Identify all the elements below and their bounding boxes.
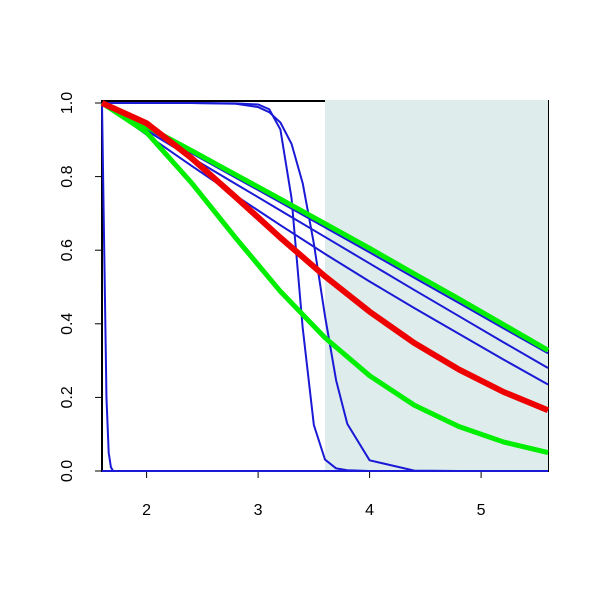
x-tick-label: 4 [365,502,374,519]
curve [101,102,548,472]
y-tick-label: 0.8 [59,165,76,187]
x-tick-label: 2 [142,502,151,519]
curve [100,100,549,456]
curve [100,100,550,353]
curve [100,100,550,414]
y-tick-label: 0.4 [59,313,76,335]
y-tick-label: 0.0 [59,460,76,482]
curve [101,102,549,386]
y-tick-label: 1.0 [59,92,76,114]
x-tick-label: 5 [477,502,486,519]
y-tick-label: 0.2 [59,386,76,408]
curve [102,102,548,472]
x-tick-label: 3 [254,502,263,519]
y-tick-label: 0.6 [59,239,76,261]
